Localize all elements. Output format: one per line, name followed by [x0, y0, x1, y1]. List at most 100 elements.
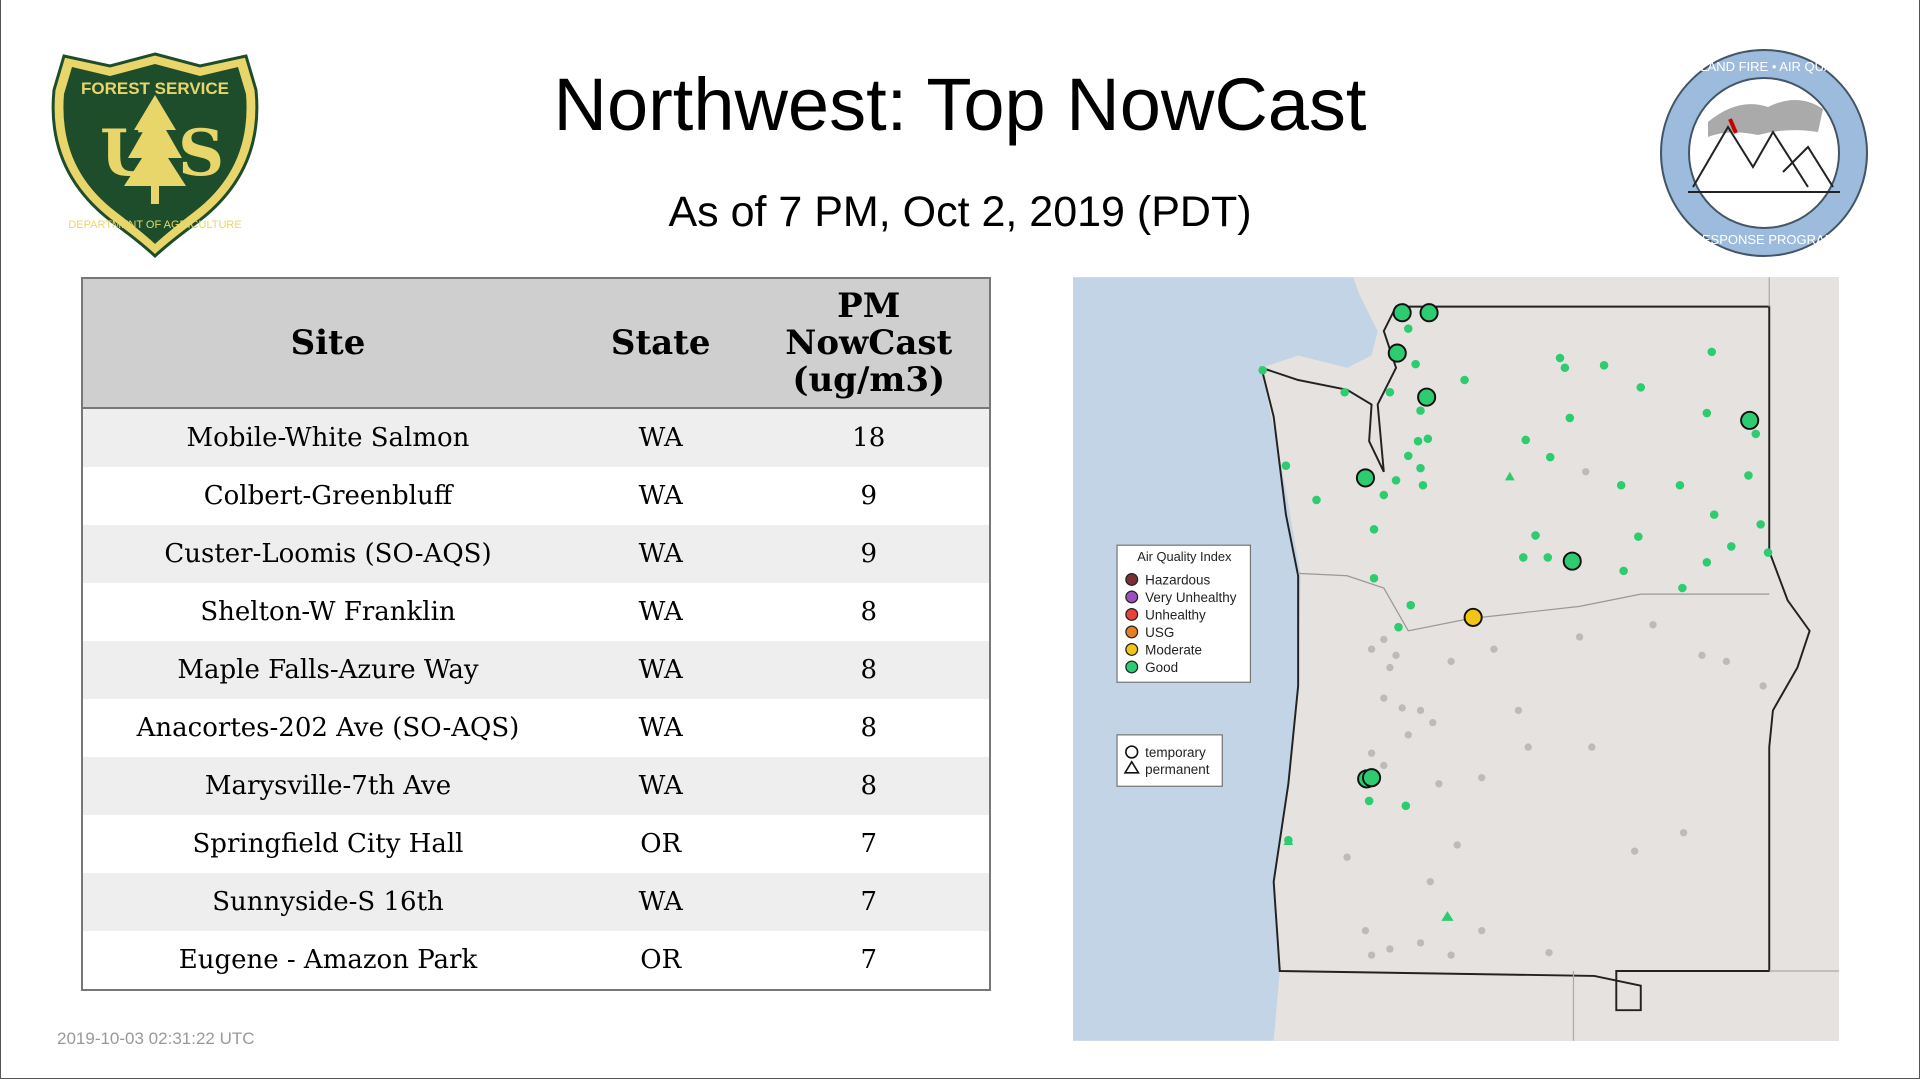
- station-marker-no-data: [1429, 718, 1437, 727]
- station-marker-good: [1744, 471, 1753, 480]
- station-marker-good: [1340, 387, 1349, 397]
- top-nowcast-table: Site State PM NowCast (ug/m3) Mobile-White…: [81, 277, 991, 991]
- cell-nowcast: 18: [748, 408, 990, 467]
- column-header-state: State: [572, 278, 749, 409]
- station-marker-good: [1416, 463, 1425, 473]
- station-marker-no-data: [1447, 951, 1455, 959]
- station-marker-no-data: [1380, 635, 1388, 644]
- station-marker-no-data: [1447, 657, 1455, 666]
- cell-nowcast: 8: [748, 757, 990, 815]
- station-marker-no-data: [1386, 945, 1394, 953]
- legend-swatch-usg: [1125, 625, 1139, 639]
- table-row: Springfield City Hall OR 7: [82, 815, 990, 873]
- station-marker-good: [1763, 548, 1773, 557]
- station-marker-no-data: [1490, 645, 1498, 653]
- station-marker-no-data: [1361, 926, 1370, 935]
- cell-state: OR: [572, 815, 749, 873]
- station-marker-no-data: [1343, 853, 1351, 861]
- cell-site: Colbert-Greenbluff: [82, 467, 573, 525]
- station-marker-no-data: [1582, 468, 1590, 476]
- station-marker-no-data: [1698, 651, 1706, 659]
- legend-label: Moderate: [1145, 642, 1202, 657]
- svg-text:RESPONSE PROGRAM: RESPONSE PROGRAM: [1692, 232, 1835, 247]
- station-marker-good: [1616, 480, 1626, 490]
- top-station-marker-good: [1419, 303, 1439, 323]
- page-title: Northwest: Top NowCast: [553, 63, 1367, 146]
- cell-site: Springfield City Hall: [82, 815, 573, 873]
- legend-label: USG: [1145, 625, 1174, 640]
- station-marker-no-data: [1478, 926, 1486, 935]
- cell-site: Mobile-White Salmon: [82, 408, 573, 467]
- top-station-marker-moderate: [1463, 607, 1483, 627]
- station-marker-good: [1406, 600, 1416, 610]
- shape-legend-box: [1116, 734, 1223, 787]
- station-marker-good: [1678, 583, 1687, 593]
- station-marker-no-data: [1524, 743, 1532, 751]
- svg-text:DEPARTMENT OF AGRICULTURE: DEPARTMENT OF AGRICULTURE: [68, 219, 241, 231]
- station-marker-no-data: [1380, 694, 1388, 702]
- top-station-marker-good: [1387, 343, 1407, 363]
- cell-state: WA: [572, 525, 749, 583]
- station-marker-good: [1258, 365, 1267, 375]
- station-marker-good: [1413, 436, 1423, 446]
- station-marker-good: [1369, 573, 1379, 583]
- station-marker-good: [1675, 480, 1685, 490]
- station-marker-good: [1312, 495, 1321, 505]
- station-marker-good: [1702, 558, 1712, 567]
- station-marker-no-data: [1404, 731, 1412, 739]
- cell-nowcast: 7: [748, 815, 990, 873]
- station-marker-no-data: [1588, 743, 1596, 751]
- cell-site: Maple Falls-Azure Way: [82, 641, 573, 699]
- cell-site: Marysville-7th Ave: [82, 757, 573, 815]
- svg-text:S: S: [178, 116, 224, 191]
- aqi-legend-title: Air Quality Index: [1137, 549, 1232, 564]
- station-marker-good: [1531, 531, 1540, 540]
- station-marker-good: [1727, 542, 1736, 551]
- cell-state: WA: [572, 757, 749, 815]
- station-marker-good: [1418, 480, 1428, 490]
- station-marker-good: [1707, 347, 1717, 357]
- station-marker-good: [1379, 490, 1389, 500]
- shape-legend-label: permanent: [1145, 762, 1210, 777]
- station-marker-good: [1403, 324, 1413, 333]
- table-row: Custer-Loomis (SO-AQS) WA 9: [82, 525, 990, 583]
- column-header-nowcast: PM NowCast (ug/m3): [748, 278, 990, 409]
- circle-shape-icon: [1125, 745, 1139, 759]
- station-marker-no-data: [1426, 878, 1434, 886]
- station-marker-good: [1411, 359, 1420, 369]
- cell-site: Shelton-W Franklin: [82, 583, 573, 641]
- station-marker-no-data: [1722, 657, 1731, 666]
- cell-state: WA: [572, 873, 749, 931]
- legend-swatch-very-unhealthy: [1125, 590, 1139, 604]
- station-marker-good: [1403, 451, 1413, 461]
- cell-nowcast: 7: [748, 931, 990, 990]
- table-row: Shelton-W Franklin WA 8: [82, 583, 990, 641]
- station-marker-no-data: [1478, 774, 1486, 782]
- station-marker-good: [1555, 353, 1565, 363]
- cell-site: Anacortes-202 Ave (SO-AQS): [82, 699, 573, 757]
- station-marker-good: [1521, 435, 1531, 445]
- station-marker-good: [1599, 361, 1609, 370]
- station-marker-no-data: [1416, 939, 1425, 947]
- cell-state: WA: [572, 467, 749, 525]
- station-marker-good: [1756, 520, 1765, 529]
- cell-site: Sunnyside-S 16th: [82, 873, 573, 931]
- top-station-marker-good: [1355, 468, 1375, 488]
- station-marker-no-data: [1630, 847, 1639, 855]
- forest-service-logo: U S FOREST SERVICE DEPARTMENT OF AGRICUL…: [51, 52, 259, 259]
- aqi-map: Air Quality Index Hazardous Very Unhealthy…: [1073, 277, 1839, 1041]
- cell-state: WA: [572, 641, 749, 699]
- station-marker-no-data: [1398, 704, 1406, 712]
- column-header-site: Site: [82, 278, 573, 409]
- neighbor-borders: [1572, 277, 1839, 1041]
- station-marker-no-data: [1416, 706, 1425, 715]
- station-marker-good: [1385, 387, 1395, 397]
- station-marker-good: [1281, 461, 1291, 470]
- station-marker-no-data: [1514, 706, 1523, 715]
- timestamp: 2019-10-03 02:31:22 UTC: [57, 1029, 255, 1048]
- legend-label: Hazardous: [1145, 572, 1210, 587]
- cell-state: OR: [572, 931, 749, 990]
- top-station-marker-good: [1740, 410, 1760, 430]
- triangle-shape-icon: [1123, 760, 1140, 774]
- cell-nowcast: 9: [748, 525, 990, 583]
